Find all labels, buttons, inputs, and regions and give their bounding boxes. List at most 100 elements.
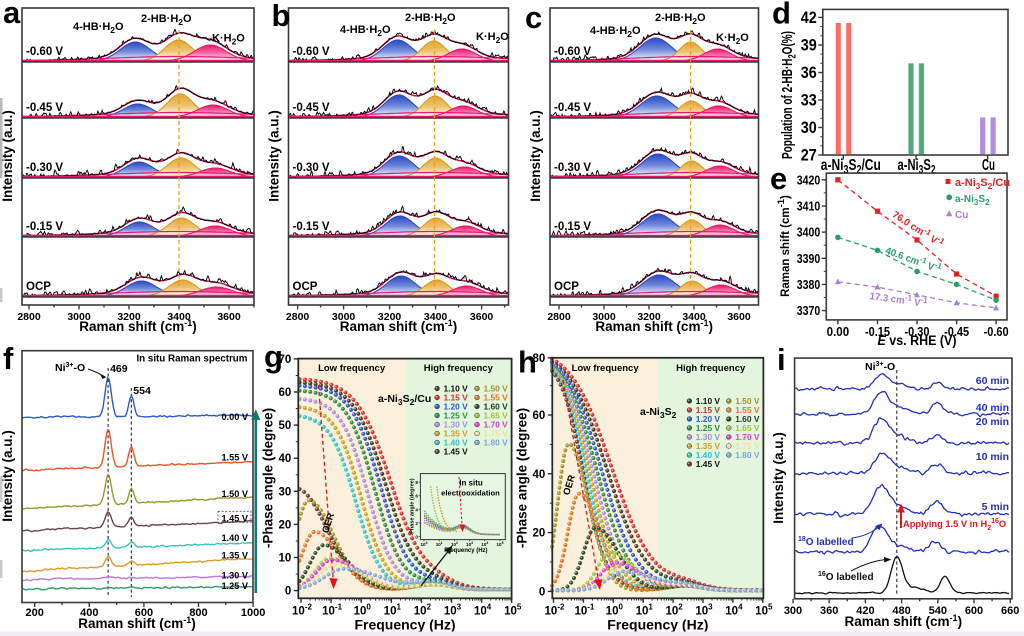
svg-text:Raman shift (cm-1): Raman shift (cm-1) [595, 318, 713, 334]
svg-text:1.20 V: 1.20 V [444, 402, 469, 412]
svg-text:-Phase angle (degree): -Phase angle (degree) [260, 408, 275, 548]
svg-text:3370: 3370 [797, 304, 821, 318]
svg-text:105: 105 [497, 541, 504, 547]
svg-text:469: 469 [110, 363, 128, 375]
svg-text:1.35 V: 1.35 V [696, 441, 721, 451]
svg-text:Ni3+-O: Ni3+-O [55, 362, 85, 374]
svg-text:2: 2 [415, 521, 418, 526]
svg-text:3380: 3380 [797, 278, 821, 292]
svg-text:High frequency: High frequency [424, 363, 494, 374]
svg-text:1000: 1000 [241, 607, 265, 619]
svg-text:3200: 3200 [637, 311, 661, 323]
svg-text:f: f [3, 341, 14, 376]
svg-text:Raman shift (cm-1): Raman shift (cm-1) [776, 195, 792, 297]
svg-text:Intensity (a.u.): Intensity (a.u.) [0, 110, 15, 202]
svg-text:1.35 V: 1.35 V [444, 429, 469, 439]
svg-text:Intensity (a.u.): Intensity (a.u.) [267, 110, 282, 202]
svg-text:g: g [264, 339, 283, 374]
svg-text:In situ Raman spectrum: In situ Raman spectrum [136, 354, 247, 365]
svg-text:-0.30: -0.30 [905, 325, 930, 339]
svg-text:1.15 V: 1.15 V [696, 405, 721, 415]
svg-text:60: 60 [533, 410, 546, 422]
svg-text:4: 4 [415, 507, 418, 512]
svg-text:-0.45 V: -0.45 V [26, 102, 63, 114]
svg-text:Applying 1.5 V in H216O: Applying 1.5 V in H216O [903, 518, 1006, 532]
svg-text:102: 102 [451, 541, 458, 547]
svg-text:High frequency: High frequency [676, 363, 746, 374]
svg-text:4-HB·H2O: 4-HB·H2O [73, 21, 124, 35]
svg-text:1.10 V: 1.10 V [696, 396, 721, 406]
svg-text:Ni3+-O: Ni3+-O [865, 361, 895, 373]
svg-text:K·H2O: K·H2O [716, 32, 749, 46]
svg-text:3400: 3400 [167, 311, 191, 323]
svg-text:2-HB·H2O: 2-HB·H2O [141, 13, 192, 27]
svg-text:60 min: 60 min [976, 375, 1009, 387]
svg-text:a-Ni3S2/Cu: a-Ni3S2/Cu [378, 393, 431, 407]
svg-text:103: 103 [466, 541, 473, 547]
svg-text:1.50 V: 1.50 V [221, 489, 248, 499]
svg-text:-0.15 V: -0.15 V [293, 221, 330, 233]
svg-text:660: 660 [1001, 605, 1019, 617]
svg-text:1.40 V: 1.40 V [696, 450, 721, 460]
svg-text:1.55 V: 1.55 V [221, 453, 248, 463]
svg-text:10: 10 [279, 553, 292, 565]
svg-text:1.45 V: 1.45 V [696, 459, 721, 469]
svg-text:-0.15 V: -0.15 V [554, 221, 591, 233]
svg-text:554: 554 [133, 385, 151, 397]
svg-text:-0.30 V: -0.30 V [293, 162, 330, 174]
svg-text:30: 30 [801, 119, 817, 137]
svg-text:800: 800 [189, 607, 207, 619]
svg-text:2800: 2800 [17, 311, 41, 323]
svg-text:3400: 3400 [797, 226, 821, 240]
svg-text:-Phase angle (degree): -Phase angle (degree) [409, 478, 415, 535]
svg-text:20 min: 20 min [976, 416, 1009, 428]
svg-text:1.80 V: 1.80 V [735, 450, 760, 460]
svg-text:420: 420 [856, 605, 874, 617]
svg-text:3400: 3400 [682, 311, 706, 323]
svg-text:Cu: Cu [955, 210, 968, 221]
svg-text:E vs. RHE (V): E vs. RHE (V) [878, 333, 957, 348]
svg-text:2800: 2800 [286, 311, 310, 323]
svg-text:-0.60 V: -0.60 V [554, 46, 591, 58]
svg-text:h: h [518, 345, 537, 380]
svg-text:In situ: In situ [459, 479, 483, 488]
svg-text:540: 540 [929, 605, 947, 617]
svg-text:a-Ni3S2: a-Ni3S2 [640, 406, 677, 420]
svg-text:1.10 V: 1.10 V [444, 384, 469, 394]
svg-text:Cu: Cu [982, 157, 995, 174]
svg-text:33: 33 [801, 92, 817, 110]
svg-text:0: 0 [285, 586, 291, 598]
svg-text:3200: 3200 [378, 311, 402, 323]
svg-text:16O labelled: 16O labelled [818, 571, 874, 583]
svg-text:a-Ni3S2: a-Ni3S2 [898, 157, 936, 177]
svg-text:1.70 V: 1.70 V [484, 420, 509, 430]
svg-text:20: 20 [279, 519, 292, 531]
svg-text:Intensity (a.u.): Intensity (a.u.) [0, 430, 15, 522]
svg-text:100: 100 [421, 541, 428, 547]
svg-text:600: 600 [135, 607, 153, 619]
svg-text:OCP: OCP [293, 281, 318, 293]
svg-text:1.15 V: 1.15 V [444, 393, 469, 403]
svg-text:1.45 V: 1.45 V [444, 447, 469, 457]
svg-text:-0.45: -0.45 [944, 325, 969, 339]
svg-text:4-HB·H2O: 4-HB·H2O [340, 24, 391, 38]
svg-text:101: 101 [436, 541, 443, 547]
svg-text:Frequency (Hz): Frequency (Hz) [607, 616, 708, 632]
svg-text:1.30 V: 1.30 V [221, 570, 248, 580]
svg-text:600: 600 [965, 605, 983, 617]
svg-text:OCP: OCP [554, 281, 579, 293]
svg-text:Raman shift (cm-1): Raman shift (cm-1) [340, 318, 458, 334]
svg-text:2-HB·H2O: 2-HB·H2O [405, 12, 456, 26]
svg-text:1.45 V: 1.45 V [221, 513, 248, 523]
svg-text:0.00: 0.00 [827, 325, 850, 339]
svg-text:a-Ni3S2: a-Ni3S2 [955, 194, 990, 207]
svg-text:c: c [525, 0, 542, 35]
svg-text:OCP: OCP [26, 281, 51, 293]
svg-text:Intensity (a.u.): Intensity (a.u.) [528, 110, 543, 202]
svg-text:1.50 V: 1.50 V [735, 396, 760, 406]
svg-text:3600: 3600 [470, 311, 494, 323]
svg-text:480: 480 [892, 605, 910, 617]
svg-text:-0.60: -0.60 [984, 325, 1009, 339]
svg-text:1.55 V: 1.55 V [735, 405, 760, 415]
svg-text:1.75 V: 1.75 V [735, 441, 760, 451]
